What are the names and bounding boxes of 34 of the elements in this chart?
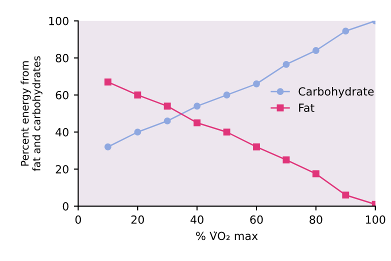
point (312, 170, 320, 178)
point (253, 143, 260, 150)
x-tick-label: 20 (131, 215, 144, 224)
point (253, 80, 260, 88)
y-tick-label: 20 (56, 165, 68, 174)
point (312, 47, 320, 54)
point (282, 156, 290, 164)
y-tick-label: 60 (56, 90, 68, 100)
point (223, 92, 230, 98)
y-axis-title: Percent energy from fat and carbohydrates (20, 56, 42, 172)
point (164, 117, 171, 124)
point (342, 28, 350, 35)
point (342, 192, 350, 199)
point (164, 102, 171, 110)
x-tick-label: 60 (250, 215, 263, 224)
x-tick-label: 80 (310, 215, 322, 224)
y-tick-label: 100 (49, 16, 68, 26)
point (194, 119, 201, 126)
y-tick-label: 0 (62, 202, 68, 211)
x-axis-title: % V̇O₂ max (196, 232, 258, 240)
point (282, 60, 290, 68)
x-tick-label: 0 (75, 215, 81, 224)
point (104, 143, 112, 150)
point (134, 92, 142, 98)
point (134, 128, 142, 136)
y-tick-label: 40 (56, 128, 68, 136)
point (194, 102, 201, 110)
x-tick-label: 40 (190, 215, 204, 224)
point (104, 78, 112, 86)
legend-label: Fat (299, 104, 314, 112)
y-tick-label: 80 (56, 54, 68, 62)
legend-label: Carbohydrate (298, 87, 374, 98)
point (223, 128, 230, 136)
x-tick-label: 100 (366, 215, 386, 224)
